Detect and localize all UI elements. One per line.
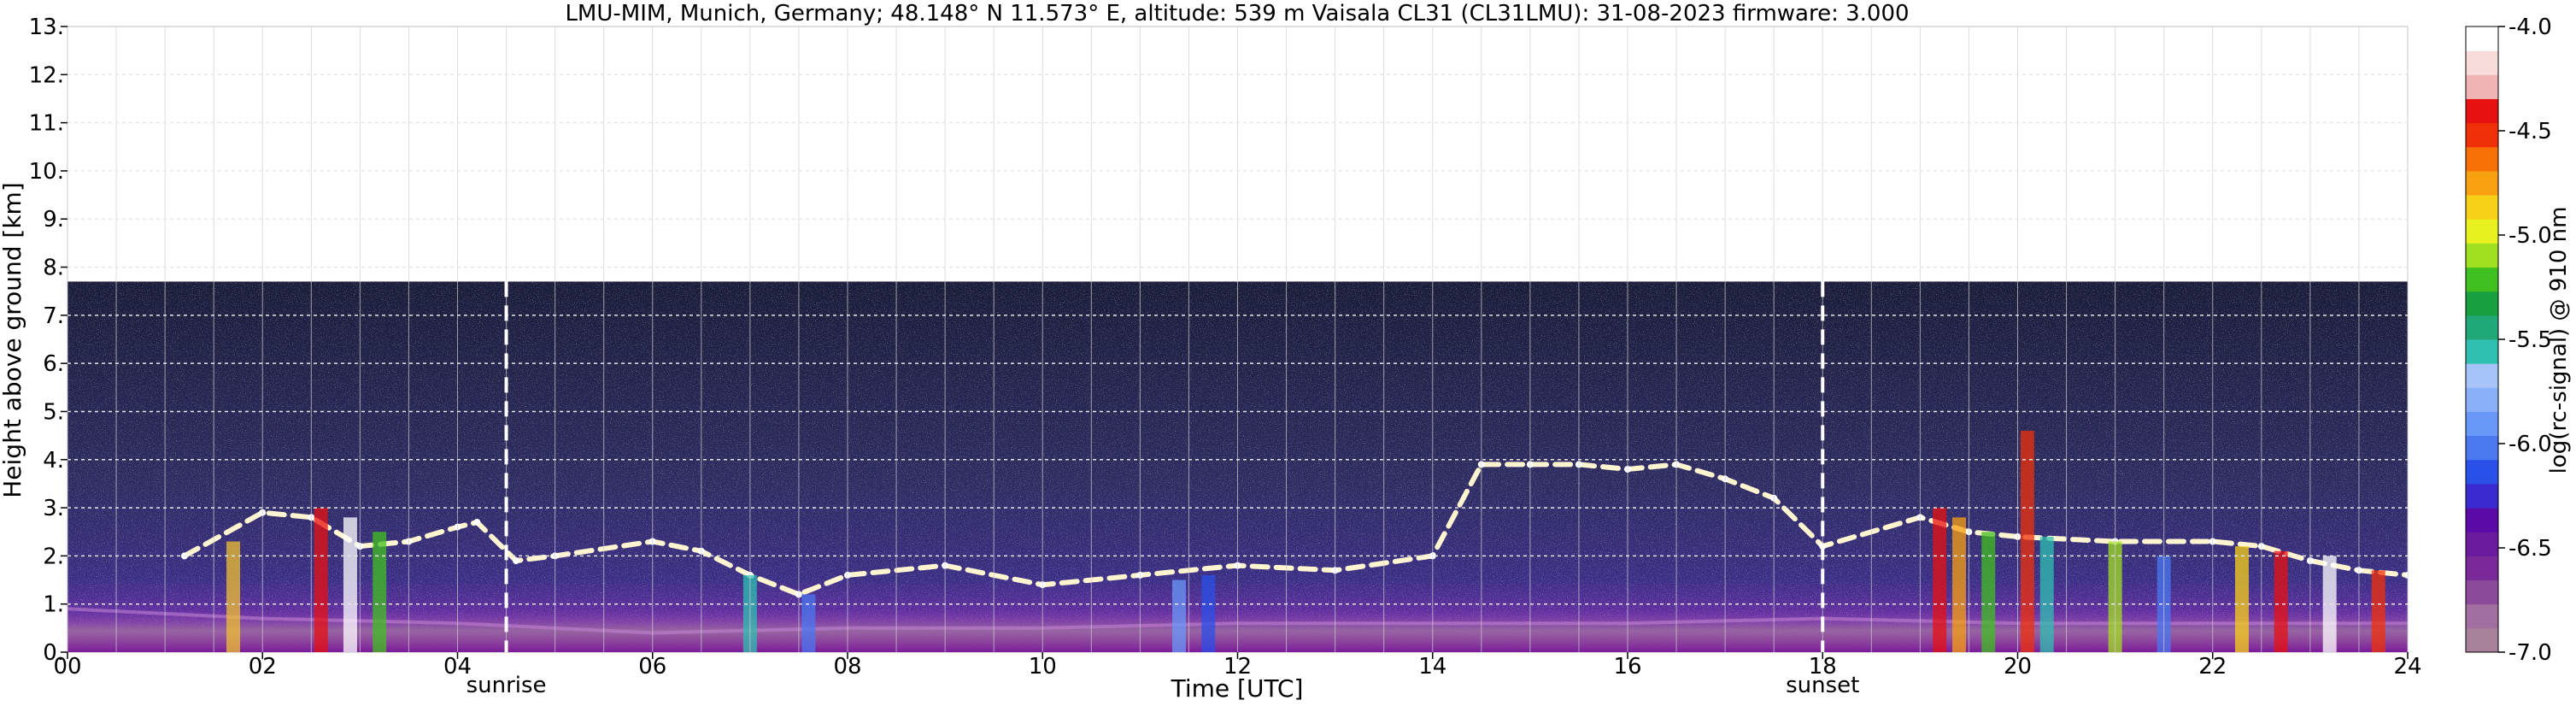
colorbar-segment bbox=[2466, 122, 2498, 148]
heatmap-body bbox=[67, 281, 2408, 652]
colorbar-segment bbox=[2466, 508, 2498, 532]
y-tick-label: 10. bbox=[29, 159, 64, 185]
colorbar-segment bbox=[2466, 483, 2498, 509]
signal-streak bbox=[2322, 556, 2337, 652]
x-tick-label: 20 bbox=[2004, 654, 2032, 680]
x-tick-label: 24 bbox=[2393, 654, 2421, 680]
colorbar-segment bbox=[2466, 387, 2498, 412]
cloud-point bbox=[473, 518, 481, 526]
signal-streak bbox=[801, 594, 816, 652]
x-tick-label: 16 bbox=[1613, 654, 1641, 680]
x-tick-label: 04 bbox=[443, 654, 472, 680]
colorbar-segment bbox=[2466, 459, 2498, 485]
y-axis-label: Height above ground [km] bbox=[0, 182, 26, 498]
signal-streak bbox=[1933, 508, 1947, 652]
signal-streak bbox=[373, 532, 387, 652]
colorbar-segment bbox=[2466, 243, 2498, 268]
x-tick-label: 00 bbox=[53, 654, 81, 680]
signal-streak bbox=[1201, 574, 1216, 652]
y-tick-label: 7. bbox=[43, 303, 64, 329]
colorbar-segment bbox=[2466, 74, 2498, 99]
x-tick-label: 22 bbox=[2198, 654, 2227, 680]
colorbar-segment bbox=[2466, 532, 2498, 556]
y-tick-label: 5. bbox=[43, 399, 64, 425]
y-tick-label: 6. bbox=[43, 351, 64, 377]
colorbar-segment bbox=[2466, 435, 2498, 461]
y-tick-label: 2. bbox=[43, 544, 64, 569]
y-tick-label: 1. bbox=[43, 592, 64, 618]
colorbar-segment bbox=[2466, 291, 2498, 316]
y-tick-label: 4. bbox=[43, 448, 64, 474]
y-tick-label: 11. bbox=[29, 111, 64, 137]
x-tick-label: 12 bbox=[1223, 654, 1252, 680]
signal-streak bbox=[343, 517, 357, 652]
colorbar-segment bbox=[2466, 170, 2498, 196]
colorbar-segment bbox=[2466, 26, 2498, 51]
signal-streak bbox=[1981, 532, 1996, 652]
signal-streak bbox=[226, 541, 241, 652]
y-tick-label: 0. bbox=[43, 640, 64, 666]
colorbar-segment bbox=[2466, 146, 2498, 172]
colorbar-segment bbox=[2466, 580, 2498, 605]
colorbar-tick-label: -5.0 bbox=[2509, 223, 2552, 249]
x-tick-label: 14 bbox=[1418, 654, 1446, 680]
signal-streak bbox=[2020, 430, 2034, 652]
colorbar-segment bbox=[2466, 603, 2498, 629]
sunset-label: sunset bbox=[1786, 673, 1859, 698]
colorbar-segment bbox=[2466, 267, 2498, 292]
colorbar: -4.0 -4.5 -5.0 -5.5 -6.0 -6.5 -7.0 bbox=[2465, 15, 2552, 666]
x-tick-label: 06 bbox=[638, 654, 666, 680]
x-tick-label: 02 bbox=[249, 654, 277, 680]
signal-streak bbox=[1172, 580, 1187, 652]
colorbar-tick-label: -7.0 bbox=[2509, 640, 2552, 666]
signal-streak bbox=[2234, 546, 2249, 652]
colorbar-label: log(rc-signal) @ 910 nm bbox=[2546, 207, 2572, 474]
colorbar-tick-label: -6.5 bbox=[2509, 536, 2552, 562]
colorbar-segment bbox=[2466, 627, 2498, 653]
colorbar-tick-label: -4.0 bbox=[2509, 15, 2552, 40]
signal-streak bbox=[2371, 570, 2385, 652]
y-tick-label: 12. bbox=[29, 62, 64, 88]
colorbar-segment bbox=[2466, 411, 2498, 437]
colorbar-tick-label: -6.0 bbox=[2509, 432, 2552, 457]
colorbar-tick-label: -4.5 bbox=[2509, 119, 2552, 144]
colorbar-segment bbox=[2466, 556, 2498, 581]
signal-streak bbox=[314, 508, 328, 652]
colorbar-segment bbox=[2466, 50, 2498, 75]
x-tick-label: 08 bbox=[833, 654, 861, 680]
colorbar-segment bbox=[2466, 315, 2498, 340]
x-tick-label: 10 bbox=[1029, 654, 1057, 680]
colorbar-segment bbox=[2466, 363, 2498, 388]
cloud-point bbox=[512, 557, 519, 565]
signal-streak bbox=[1952, 517, 1967, 652]
colorbar-segment bbox=[2466, 339, 2498, 364]
sunrise-label: sunrise bbox=[466, 673, 547, 698]
signal-streak bbox=[2274, 550, 2288, 652]
colorbar-segment bbox=[2466, 219, 2498, 244]
y-tick-label: 9. bbox=[43, 207, 64, 232]
x-axis-label: Time [UTC] bbox=[1171, 674, 1304, 703]
y-tick-label: 3. bbox=[43, 496, 64, 521]
colorbar-segment bbox=[2466, 98, 2498, 124]
colorbar-tick-label: -5.5 bbox=[2509, 327, 2552, 353]
x-tick-label: 18 bbox=[1809, 654, 1837, 680]
signal-streak bbox=[2039, 536, 2054, 652]
y-tick-label: 13. bbox=[29, 15, 64, 40]
cloud-point bbox=[2404, 571, 2408, 579]
colorbar-segment bbox=[2466, 195, 2498, 220]
chart-title: LMU-MIM, Munich, Germany; 48.148° N 11.5… bbox=[565, 1, 1909, 26]
y-tick-label: 8. bbox=[43, 256, 64, 281]
